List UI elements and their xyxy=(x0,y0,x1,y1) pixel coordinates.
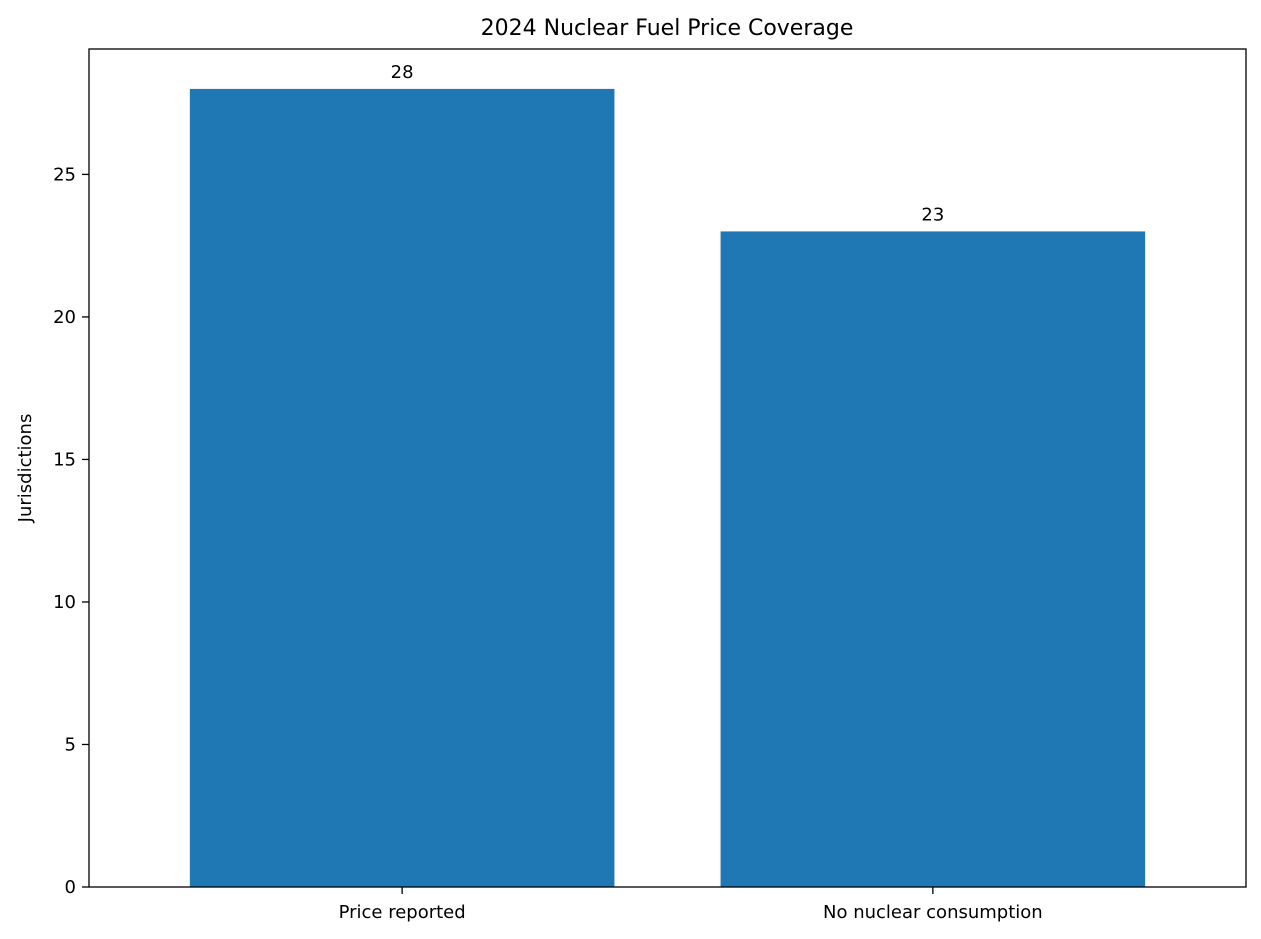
y-tick-label-0: 0 xyxy=(65,877,76,898)
y-tick-label-5: 25 xyxy=(53,164,76,185)
data-label-0: 28 xyxy=(391,62,414,83)
y-axis-label: Jurisdictions xyxy=(15,414,36,524)
x-axis: Price reported No nuclear consumption xyxy=(339,887,1043,923)
y-tick-label-1: 5 xyxy=(65,734,76,755)
bar-1 xyxy=(720,231,1146,888)
data-label-1: 23 xyxy=(921,204,944,225)
y-tick-label-4: 20 xyxy=(53,307,76,328)
y-tick-label-2: 10 xyxy=(53,592,76,613)
plot-frame xyxy=(88,48,1247,888)
y-axis: 0 5 10 15 20 25 xyxy=(53,164,89,898)
y-tick-label-3: 15 xyxy=(53,449,76,470)
bar-0 xyxy=(189,88,615,887)
chart-title: 2024 Nuclear Fuel Price Coverage xyxy=(481,16,854,41)
x-tick-label-1: No nuclear consumption xyxy=(823,902,1043,923)
bars-layer xyxy=(189,88,1146,888)
x-tick-label-0: Price reported xyxy=(339,902,466,923)
data-labels-layer: 28 23 xyxy=(391,62,945,226)
